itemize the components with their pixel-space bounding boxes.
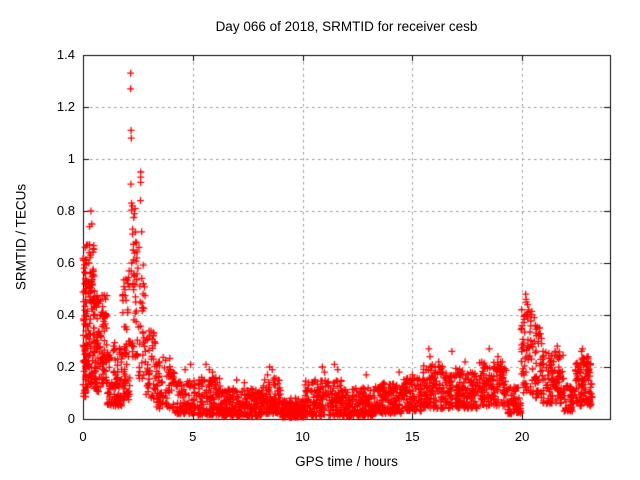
y-axis-label: SRMTID / TECUs — [13, 183, 29, 291]
y-tick-label: 0.6 — [56, 255, 75, 270]
y-tick-label: 0.4 — [56, 307, 75, 322]
x-tick-label: 10 — [295, 429, 310, 444]
x-axis-label: GPS time / hours — [295, 454, 398, 469]
chart-title: Day 066 of 2018, SRMTID for receiver ces… — [215, 19, 478, 34]
y-tick-label: 0.8 — [56, 203, 75, 218]
x-tick-label: 20 — [514, 429, 530, 444]
y-tick-label: 1 — [67, 151, 75, 166]
x-tick-label: 0 — [79, 429, 87, 444]
y-tick-label: 0 — [67, 411, 75, 426]
y-tick-label: 1.4 — [56, 47, 75, 62]
x-tick-label: 5 — [189, 429, 197, 444]
x-tick-label: 15 — [405, 429, 420, 444]
y-tick-label: 1.2 — [56, 99, 75, 114]
y-tick-label: 0.2 — [56, 359, 75, 374]
